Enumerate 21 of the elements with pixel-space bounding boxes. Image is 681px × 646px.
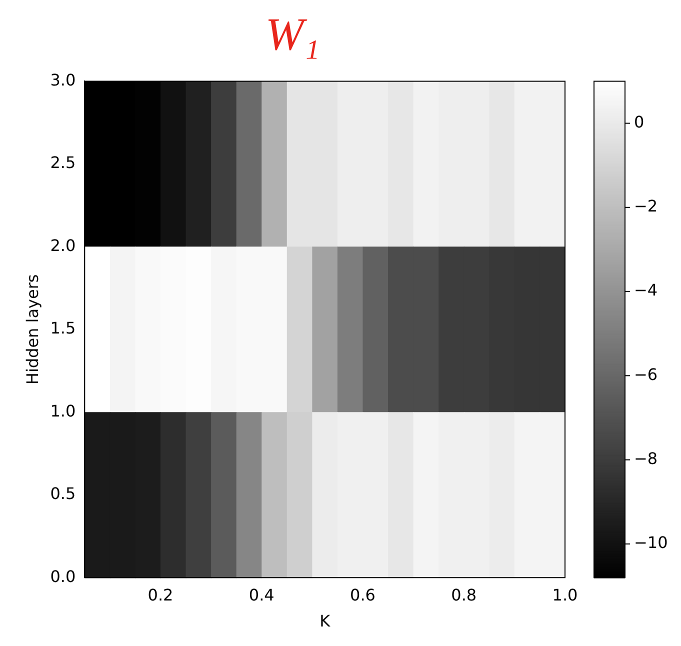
y-tick-label: 1.0 (50, 401, 76, 420)
y-tick-label: 3.0 (50, 70, 76, 90)
color-bar-label: −4 (634, 280, 658, 300)
x-tick-label: 0.2 (148, 585, 174, 604)
color-bar-label: −2 (634, 196, 658, 216)
chart-title: W₁ (265, 8, 320, 60)
x-axis-title: K (320, 612, 331, 631)
x-tick-label: 0.4 (248, 585, 274, 604)
color-bar-label: −6 (634, 364, 658, 384)
y-tick-label: 0.5 (50, 484, 76, 504)
y-tick-label: 0.0 (50, 566, 76, 586)
y-axis-title: Hidden layers (22, 274, 42, 385)
color-bar-label: 0 (634, 112, 644, 132)
x-tick-label: 1.0 (552, 585, 578, 604)
x-tick-label: 0.8 (451, 585, 477, 604)
color-bar-label: −10 (634, 533, 668, 552)
y-tick-label: 2.5 (50, 153, 76, 172)
color-bar-label: −8 (634, 448, 658, 468)
y-tick-label: 1.5 (50, 318, 76, 338)
y-tick-label: 2.0 (50, 236, 76, 255)
x-tick-label: 0.6 (350, 585, 376, 604)
